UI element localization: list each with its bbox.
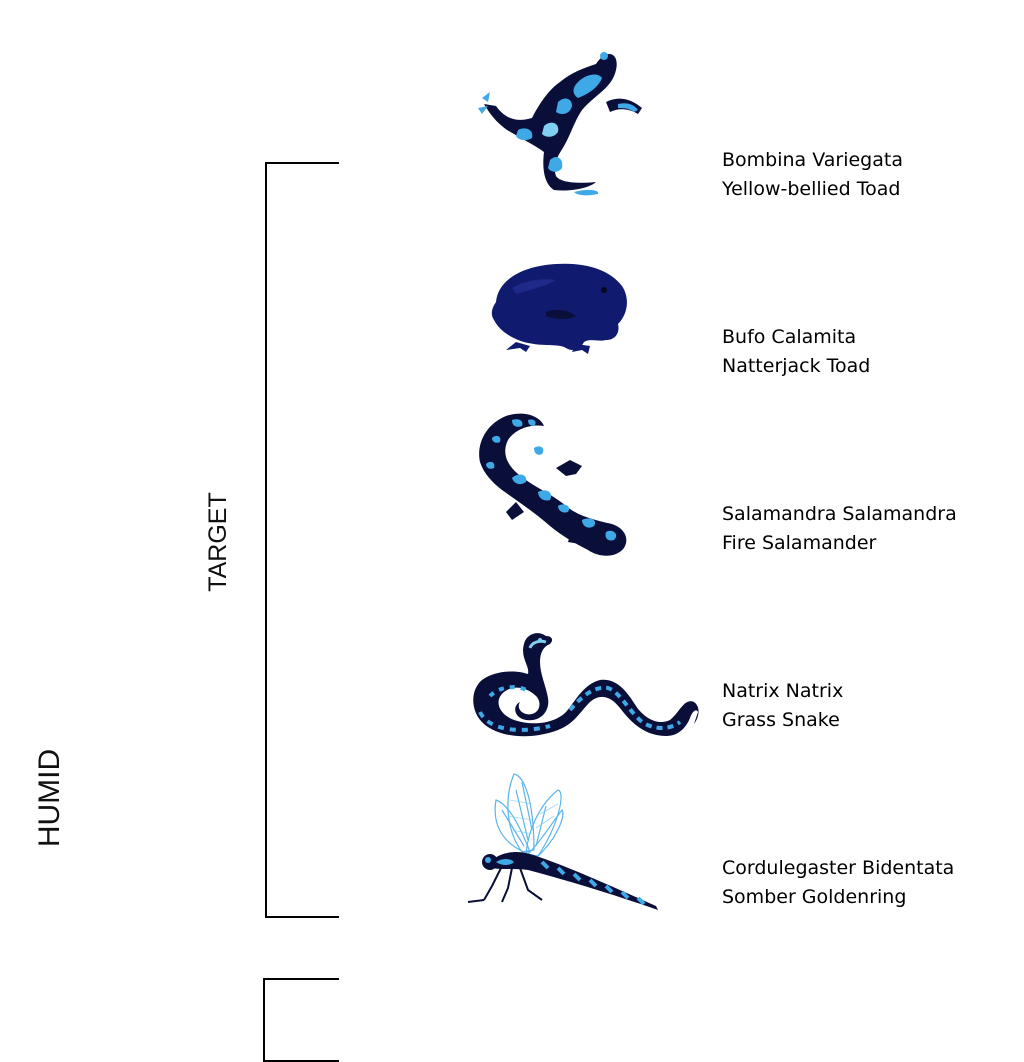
scientific-name: Natrix Natrix xyxy=(722,680,844,702)
grass-snake-icon xyxy=(473,633,699,737)
scientific-name: Salamandra Salamandra xyxy=(722,503,957,525)
fire-salamander-icon xyxy=(479,413,627,556)
common-name: Grass Snake xyxy=(722,709,840,731)
common-name: Somber Goldenring xyxy=(722,886,907,908)
common-name: Yellow-bellied Toad xyxy=(722,178,901,200)
scientific-name: Bombina Variegata xyxy=(722,149,903,171)
scientific-name: Bufo Calamita xyxy=(722,326,857,348)
somber-goldenring-icon xyxy=(467,773,658,910)
natterjack-toad-icon xyxy=(491,263,627,354)
yellow-bellied-toad-icon xyxy=(478,52,642,196)
species-label-yellow-bellied-toad: Bombina Variegata Yellow-bellied Toad xyxy=(722,146,903,204)
species-diagram: HUMID TARGET xyxy=(33,52,957,1062)
species-label-fire-salamander: Salamandra Salamandra Fire Salamander xyxy=(722,500,957,558)
scientific-name: Cordulegaster Bidentata xyxy=(722,857,955,879)
species-label-grass-snake: Natrix Natrix Grass Snake xyxy=(722,677,843,735)
next-group-bracket xyxy=(263,978,339,1062)
species-label-somber-goldenring: Cordulegaster Bidentata Somber Goldenrin… xyxy=(722,854,954,912)
common-name: Natterjack Toad xyxy=(722,355,871,377)
common-name: Fire Salamander xyxy=(722,532,877,554)
subgroup-label: TARGET xyxy=(204,492,232,592)
species-label-natterjack-toad: Bufo Calamita Natterjack Toad xyxy=(722,323,870,381)
target-bracket xyxy=(265,162,339,918)
group-label: HUMID xyxy=(33,748,66,848)
